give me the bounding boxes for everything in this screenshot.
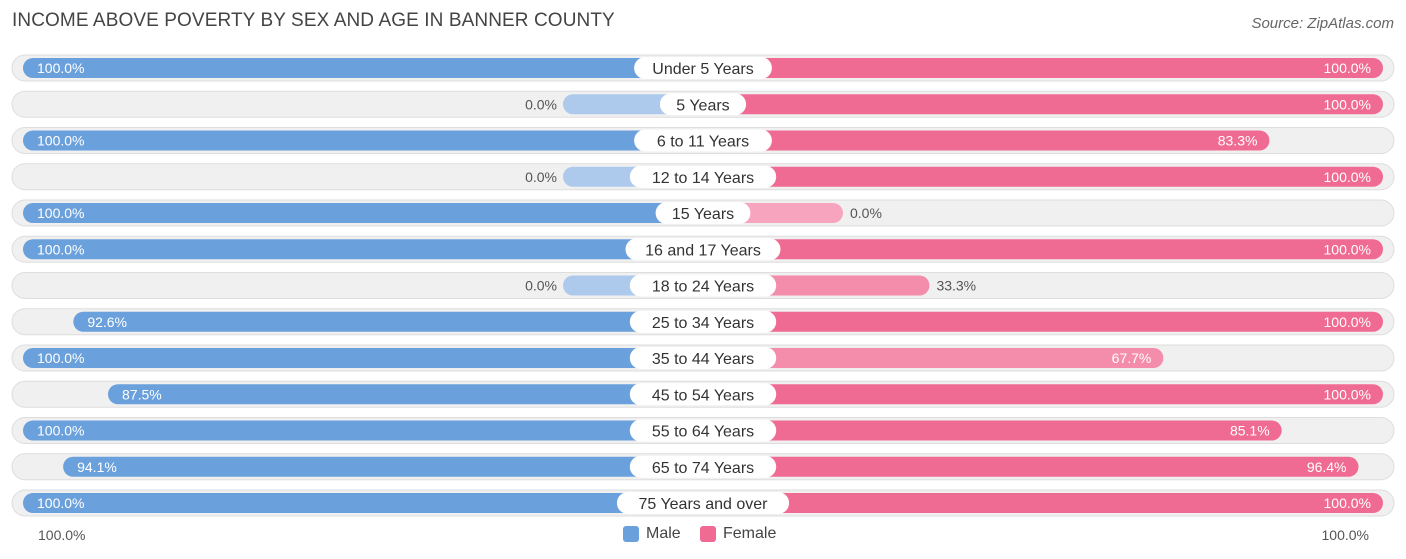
category-pill-25-to-34-years [629, 310, 777, 333]
category-pill-45-to-54-years [629, 383, 777, 406]
category-label-15-years: 15 Years [672, 206, 734, 223]
bar-female-12-to-14-years [703, 166, 1383, 187]
label-female-75-years-and-over: 100.0% [1324, 495, 1371, 511]
bar-male-75-years-and-over [23, 493, 703, 513]
bar-male-under-5-years [23, 58, 703, 78]
label-female-45-to-54-years: 100.0% [1324, 386, 1371, 402]
bar-male-25-to-34-years [73, 311, 703, 332]
category-label-16-and-17-years: 16 and 17 Years [645, 242, 761, 259]
category-label-55-to-64-years: 55 to 64 Years [652, 424, 754, 441]
legend-swatch-female [700, 526, 716, 542]
label-male-16-and-17-years: 100.0% [37, 241, 84, 257]
chart-source: Source: ZipAtlas.com [1251, 15, 1394, 32]
bar-male-15-years [23, 203, 703, 223]
label-male-6-to-11-years: 100.0% [37, 133, 84, 149]
category-pill-35-to-44-years [629, 347, 777, 369]
legend-item-male: Male [623, 525, 681, 543]
bar-female-6-to-11-years [703, 130, 1270, 151]
legend-label-male: Male [646, 525, 681, 542]
bar-female-under-5-years [703, 58, 1383, 78]
category-pill-65-to-74-years [629, 455, 777, 478]
bar-male-35-to-44-years [23, 348, 703, 368]
label-female-12-to-14-years: 100.0% [1324, 169, 1371, 185]
bar-female-16-and-17-years [703, 239, 1383, 260]
bar-female-75-years-and-over [703, 493, 1383, 513]
category-pill-under-5-years [634, 57, 772, 79]
label-male-15-years: 100.0% [37, 205, 84, 221]
legend-swatch-male [623, 526, 639, 542]
chart-plot: 100.0% 100.0% Under 5 Years 0.0% 100.0% 5 Yea… [11, 54, 1395, 517]
category-pill-16-and-17-years [625, 238, 781, 261]
label-male-12-to-14-years: 0.0% [525, 169, 557, 185]
label-female-65-to-74-years: 96.4% [1307, 459, 1347, 475]
bar-female-35-to-44-years [703, 348, 1164, 368]
category-label-under-5-years: Under 5 Years [652, 61, 753, 78]
bar-female-5-years [703, 94, 1383, 115]
category-pill-12-to-14-years [629, 165, 777, 188]
label-male-5-years: 0.0% [525, 96, 557, 112]
label-male-45-to-54-years: 87.5% [122, 386, 162, 402]
legend: Male Female [0, 522, 1406, 548]
category-label-5-years: 5 Years [676, 97, 729, 114]
label-female-25-to-34-years: 100.0% [1324, 314, 1371, 330]
label-male-55-to-64-years: 100.0% [37, 423, 84, 439]
category-label-45-to-54-years: 45 to 54 Years [652, 387, 754, 404]
legend-item-female: Female [700, 525, 776, 543]
category-label-35-to-44-years: 35 to 44 Years [652, 351, 754, 368]
bar-female-45-to-54-years [703, 384, 1383, 405]
category-pill-18-to-24-years [629, 274, 777, 297]
bar-male-16-and-17-years [23, 239, 703, 260]
label-male-35-to-44-years: 100.0% [37, 350, 84, 366]
label-female-under-5-years: 100.0% [1324, 60, 1371, 76]
bar-male-55-to-64-years [23, 420, 703, 441]
label-male-65-to-74-years: 94.1% [77, 459, 117, 475]
label-female-6-to-11-years: 83.3% [1218, 133, 1258, 149]
label-female-16-and-17-years: 100.0% [1324, 241, 1371, 257]
bar-female-25-to-34-years [703, 311, 1383, 332]
category-label-25-to-34-years: 25 to 34 Years [652, 315, 754, 332]
category-pill-75-years-and-over [616, 492, 790, 514]
label-female-55-to-64-years: 85.1% [1230, 423, 1270, 439]
label-female-15-years: 0.0% [850, 205, 882, 221]
label-female-18-to-24-years: 33.3% [936, 278, 976, 294]
category-pill-15-years [655, 202, 751, 224]
axis-left-label: 100.0% [38, 527, 86, 543]
bar-male-65-to-74-years [63, 456, 704, 477]
legend-label-female: Female [723, 525, 777, 542]
category-pill-55-to-64-years [629, 419, 777, 442]
bar-female-65-to-74-years [703, 456, 1359, 477]
category-label-75-years-and-over: 75 Years and over [639, 496, 769, 513]
category-label-65-to-74-years: 65 to 74 Years [652, 460, 754, 477]
category-pill-5-years [659, 93, 747, 116]
axis-right-label: 100.0% [1321, 527, 1369, 543]
bar-female-55-to-64-years [703, 420, 1282, 441]
label-female-5-years: 100.0% [1324, 96, 1371, 112]
bar-male-45-to-54-years [108, 384, 703, 405]
chart-title: INCOME ABOVE POVERTY BY SEX AND AGE IN B… [12, 10, 615, 31]
bar-male-6-to-11-years [23, 130, 703, 151]
category-label-6-to-11-years: 6 to 11 Years [657, 134, 749, 151]
category-pill-6-to-11-years [634, 129, 772, 152]
label-male-25-to-34-years: 92.6% [87, 314, 127, 330]
category-label-18-to-24-years: 18 to 24 Years [652, 279, 754, 296]
label-male-18-to-24-years: 0.0% [525, 278, 557, 294]
category-label-12-to-14-years: 12 to 14 Years [652, 170, 754, 187]
label-female-35-to-44-years: 67.7% [1112, 350, 1152, 366]
label-male-75-years-and-over: 100.0% [37, 495, 84, 511]
label-male-under-5-years: 100.0% [37, 60, 84, 76]
